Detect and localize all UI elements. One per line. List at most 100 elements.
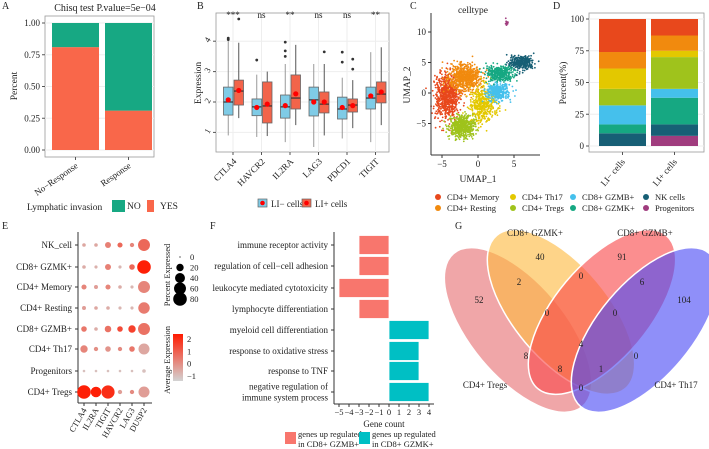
y-axis-label: UMAP_2 bbox=[403, 66, 413, 103]
umap-point bbox=[470, 104, 473, 106]
umap-point bbox=[463, 84, 466, 87]
umap-point bbox=[445, 110, 447, 113]
umap-point bbox=[444, 113, 447, 116]
umap-point bbox=[490, 69, 492, 72]
umap-point bbox=[470, 118, 473, 121]
venn-set-label: CD4+ Tregs bbox=[463, 380, 508, 390]
legend-label: CD8+ GZMB+ bbox=[582, 192, 635, 202]
umap-point bbox=[444, 124, 447, 126]
umap-point bbox=[503, 67, 506, 70]
umap-point bbox=[490, 100, 493, 103]
x-tick-label: 1 bbox=[397, 407, 401, 417]
umap-point bbox=[497, 100, 500, 103]
x-tick-label: 0 bbox=[476, 159, 481, 169]
outlier-point bbox=[226, 36, 230, 40]
umap-point bbox=[483, 89, 486, 92]
umap-point bbox=[465, 116, 468, 118]
umap-point bbox=[484, 118, 486, 120]
umap-point bbox=[500, 78, 503, 81]
umap-point bbox=[451, 98, 453, 101]
umap-point bbox=[441, 113, 443, 116]
umap-point bbox=[516, 60, 519, 62]
umap-point bbox=[448, 104, 450, 106]
expression-dot bbox=[129, 346, 135, 352]
umap-point bbox=[510, 77, 513, 79]
umap-point bbox=[513, 62, 516, 64]
expression-dot bbox=[117, 346, 123, 352]
umap-point bbox=[472, 91, 475, 94]
umap-point bbox=[466, 138, 469, 141]
umap-point bbox=[504, 96, 507, 98]
umap-point bbox=[526, 57, 529, 60]
size-legend-title: Percent Expressed bbox=[162, 243, 172, 306]
umap-point bbox=[461, 64, 464, 67]
umap-point bbox=[445, 80, 448, 83]
umap-point bbox=[451, 113, 454, 116]
umap-point bbox=[480, 71, 482, 74]
umap-point bbox=[460, 116, 463, 118]
umap-point bbox=[457, 79, 459, 81]
expression-dot bbox=[129, 264, 135, 270]
legend-label: CD4+ Th17 bbox=[522, 192, 563, 202]
x-tick-label: −5 bbox=[334, 407, 343, 417]
umap-point bbox=[455, 138, 458, 141]
umap-point bbox=[448, 110, 450, 113]
umap-point bbox=[473, 63, 476, 66]
umap-point bbox=[474, 69, 477, 72]
umap-point bbox=[440, 93, 442, 95]
umap-point bbox=[485, 77, 488, 80]
term-label: leukocyte mediated cytotoxicity bbox=[213, 283, 329, 293]
umap-point bbox=[462, 69, 465, 72]
umap-point bbox=[492, 65, 495, 68]
umap-point bbox=[481, 100, 484, 103]
umap-point bbox=[448, 91, 450, 94]
umap-point bbox=[438, 90, 441, 93]
panel-f-go-bar: immune receptor activity regulation of ce… bbox=[213, 232, 436, 449]
umap-point bbox=[463, 130, 466, 133]
umap-point bbox=[498, 110, 501, 112]
umap-point bbox=[449, 127, 452, 130]
expression-dot bbox=[117, 389, 123, 395]
expression-dot bbox=[138, 281, 150, 293]
umap-point bbox=[479, 121, 482, 124]
umap-point bbox=[453, 72, 456, 75]
umap-point bbox=[499, 80, 501, 82]
umap-point bbox=[440, 70, 442, 72]
umap-point bbox=[468, 79, 470, 82]
umap-point bbox=[458, 63, 461, 66]
expression-dot bbox=[82, 369, 86, 373]
umap-point bbox=[505, 69, 507, 71]
umap-point bbox=[505, 64, 508, 66]
umap-point bbox=[483, 115, 486, 118]
term-label: negative regulation of bbox=[249, 382, 328, 392]
umap-point bbox=[498, 96, 500, 99]
bar-no bbox=[105, 23, 152, 111]
umap-point bbox=[450, 105, 453, 108]
umap-point bbox=[486, 83, 489, 85]
umap-point bbox=[466, 106, 469, 109]
umap-point bbox=[431, 112, 433, 114]
umap-point bbox=[439, 99, 442, 102]
umap-point bbox=[513, 59, 516, 62]
umap-point bbox=[451, 133, 453, 136]
umap-point bbox=[444, 117, 447, 119]
umap-point bbox=[437, 85, 440, 88]
expression-dot bbox=[129, 242, 135, 248]
umap-point bbox=[466, 76, 469, 79]
umap-point bbox=[445, 71, 447, 74]
umap-point bbox=[438, 80, 441, 82]
umap-point bbox=[462, 138, 465, 141]
umap-point bbox=[442, 84, 445, 87]
umap-point bbox=[444, 102, 446, 105]
umap-point bbox=[505, 87, 507, 90]
panel-d-stacked-bar: 0 25 50 75 100 Percent(%) LI− cells LI+ cells bbox=[558, 12, 705, 188]
umap-point bbox=[493, 75, 496, 77]
umap-point bbox=[508, 83, 511, 86]
legend-label: NK cells bbox=[655, 192, 685, 202]
umap-point bbox=[448, 123, 451, 125]
x-tick-label: HAVCR2 bbox=[235, 156, 267, 188]
legend-dot bbox=[510, 205, 516, 211]
umap-point bbox=[473, 119, 476, 121]
umap-point bbox=[506, 68, 509, 71]
umap-point bbox=[463, 67, 465, 70]
